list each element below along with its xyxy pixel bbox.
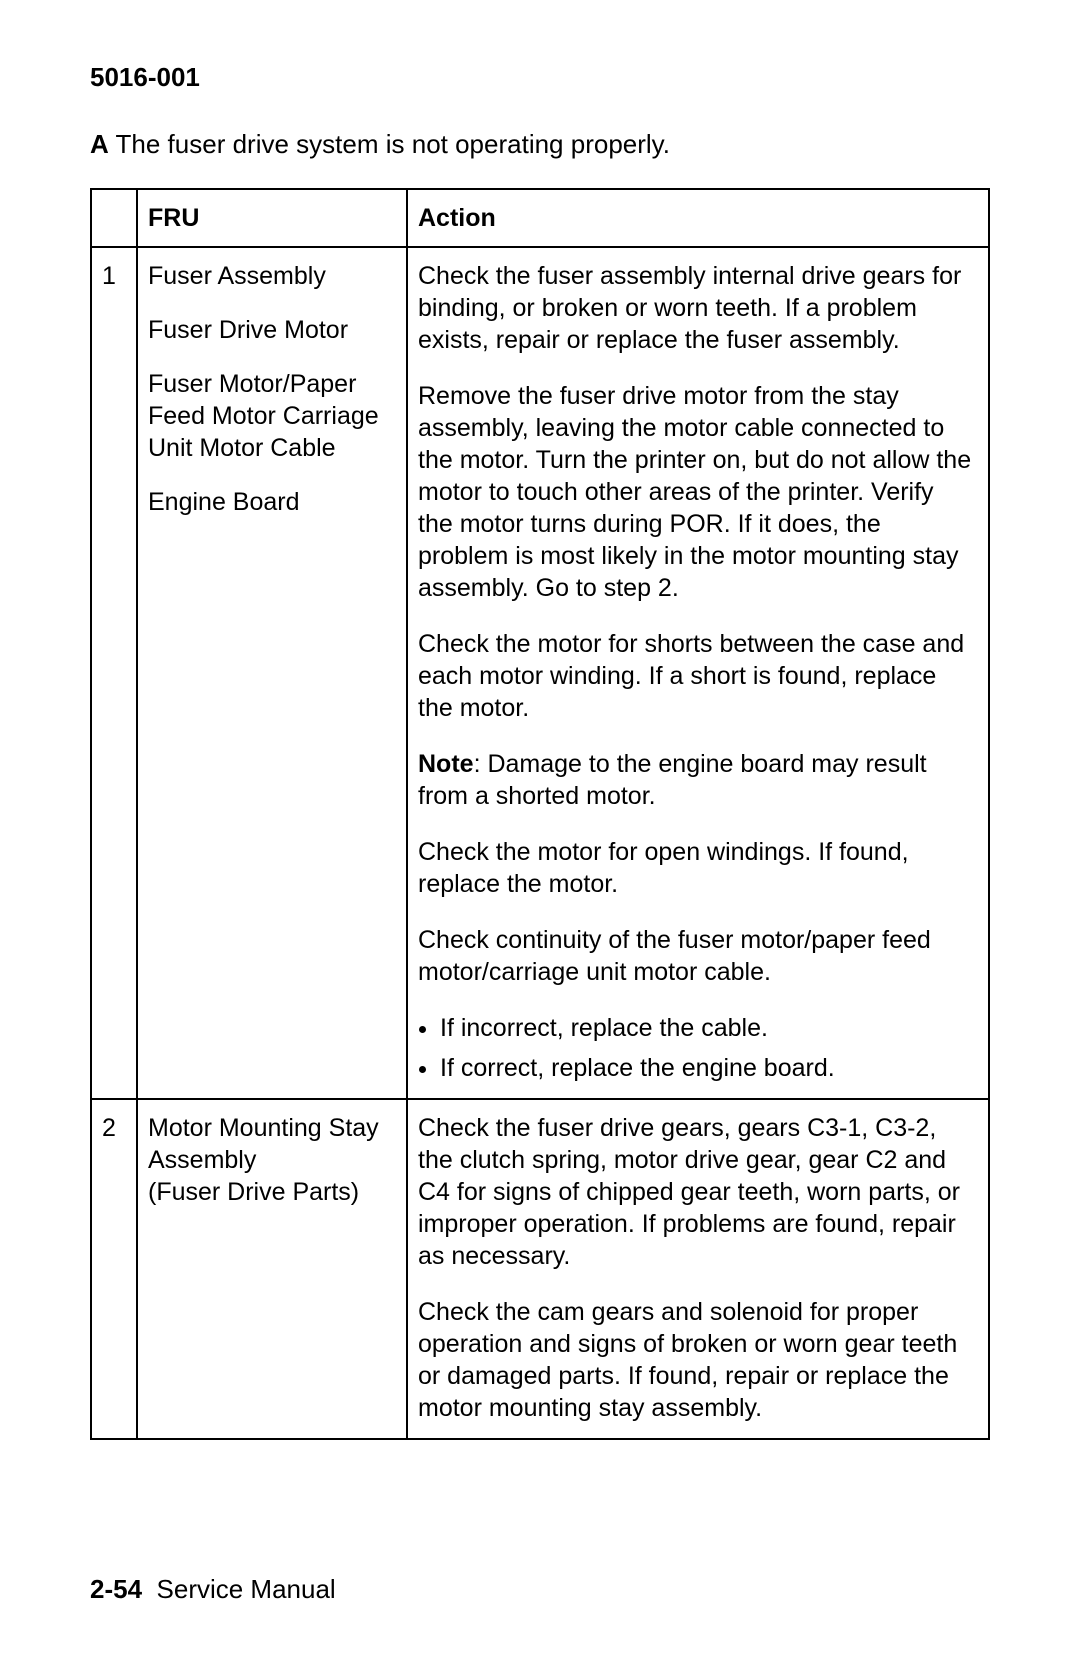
action-paragraph: Remove the fuser drive motor from the st… xyxy=(418,380,974,604)
intro-line: A The fuser drive system is not operatin… xyxy=(90,129,990,160)
note-lead: Note xyxy=(418,750,474,778)
action-paragraph: Check the fuser drive gears, gears C3-1,… xyxy=(418,1112,974,1272)
action-paragraph: Check continuity of the fuser motor/pape… xyxy=(418,924,974,988)
fru-item: Motor Mounting Stay Assembly xyxy=(148,1112,394,1176)
fru-cell: Fuser Assembly Fuser Drive Motor Fuser Mot… xyxy=(137,247,407,1099)
bullet-item: If incorrect, replace the cable. xyxy=(440,1012,974,1044)
intro-lead: A xyxy=(90,129,109,159)
fru-item: Fuser Drive Motor xyxy=(148,314,394,346)
fru-item: Fuser Motor/Paper Feed Motor Carriage Un… xyxy=(148,368,394,464)
table-row: 1 Fuser Assembly Fuser Drive Motor Fuser Mo… xyxy=(91,247,989,1099)
note-text: : Damage to the engine board may result … xyxy=(418,750,927,810)
bullet-item: If correct, replace the engine board. xyxy=(440,1052,974,1084)
page-footer: 2-54 Service Manual xyxy=(90,1574,336,1605)
fru-item: Fuser Assembly xyxy=(148,260,394,292)
table-row: 2Motor Mounting Stay Assembly(Fuser Driv… xyxy=(91,1099,989,1439)
footer-label xyxy=(149,1574,156,1604)
table-header-row: FRU Action xyxy=(91,189,989,247)
section-code-heading: 5016-001 xyxy=(90,62,990,93)
action-paragraph: Check the motor for shorts between the c… xyxy=(418,628,974,724)
action-cell: Check the fuser assembly internal drive … xyxy=(407,247,989,1099)
fru-cell: Motor Mounting Stay Assembly(Fuser Drive… xyxy=(137,1099,407,1439)
footer-label-text: Service Manual xyxy=(157,1574,336,1604)
fru-item: Engine Board xyxy=(148,486,394,518)
action-paragraph: Check the fuser assembly internal drive … xyxy=(418,260,974,356)
fru-action-table: FRU Action 1 Fuser Assembly Fuser Drive Mo… xyxy=(90,188,990,1440)
row-number: 1 xyxy=(91,247,137,1099)
action-paragraph: Note: Damage to the engine board may res… xyxy=(418,748,974,812)
intro-text: The fuser drive system is not operating … xyxy=(109,129,670,159)
col-header-num xyxy=(91,189,137,247)
action-paragraph: Check the cam gears and solenoid for pro… xyxy=(418,1296,974,1424)
action-paragraph: Check the motor for open windings. If fo… xyxy=(418,836,974,900)
fru-item: (Fuser Drive Parts) xyxy=(148,1176,394,1208)
action-cell: Check the fuser drive gears, gears C3-1,… xyxy=(407,1099,989,1439)
page: 5016-001 A The fuser drive system is not… xyxy=(0,0,1080,1669)
col-header-fru: FRU xyxy=(137,189,407,247)
table-body: 1 Fuser Assembly Fuser Drive Motor Fuser Mo… xyxy=(91,247,989,1439)
action-bullets: If incorrect, replace the cable. If corre… xyxy=(440,1012,974,1084)
row-number: 2 xyxy=(91,1099,137,1439)
page-number: 2-54 xyxy=(90,1574,142,1604)
col-header-action: Action xyxy=(407,189,989,247)
